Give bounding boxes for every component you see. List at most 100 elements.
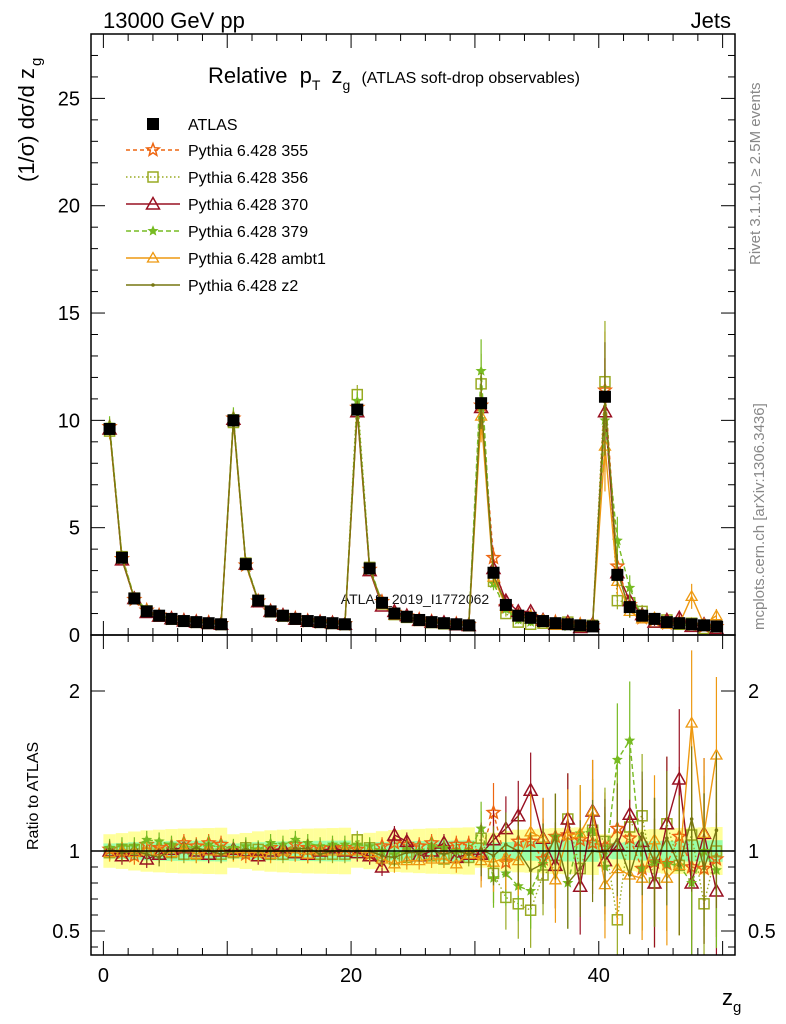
data-point-atlas [153,609,166,622]
ratio-point-pythia-6-428-z2 [442,852,446,856]
ratio-point-pythia-6-428-379 [611,753,623,765]
data-point-atlas [549,617,562,630]
ratio-point-pythia-6-428-z2 [652,860,657,864]
ratio-point-pythia-6-428-z2 [380,854,384,858]
legend-marker-pythia-6-428-ambt1 [146,251,160,263]
data-point-atlas [413,613,426,626]
legend-label-pythia-6-428-379: Pythia 6.428 379 [188,224,308,241]
data-point-atlas [425,616,438,629]
ratio-point-pythia-6-428-z2 [466,852,471,856]
series-line-pythia-6-428-379 [108,370,717,629]
data-point-atlas [115,551,128,564]
data-point-atlas [376,596,389,609]
plot-title-pt-sub: T [312,77,321,93]
data-point-atlas [512,609,525,622]
data-point-atlas [623,601,636,614]
data-point-atlas [128,592,141,605]
legend-entry-pythia-6-428-z2: Pythia 6.428 z2 [126,278,298,295]
data-point-atlas [103,422,116,435]
data-point-pythia-6-428-379 [624,581,636,593]
ratio-point-pythia-6-428-z2 [504,842,508,847]
data-point-atlas [710,620,723,633]
ratio-point-pythia-6-428-z2 [194,846,199,850]
y-tick-label-ratio-right: 1 [748,841,759,863]
rivet-version-label: Rivet 3.1.10, ≥ 2.5M events [747,83,764,266]
ratio-point-pythia-6-428-ambt1 [400,853,414,866]
data-point-atlas [388,607,401,620]
data-point-atlas [487,566,500,579]
mcplots-reference-label: mcplots.cern.ch [arXiv:1306.3436] [751,403,768,630]
y-axis-label-main: (1/σ) dσ/d zg [14,58,45,182]
data-point-pythia-6-428-ambt1 [685,589,699,602]
ratio-point-pythia-6-428-z2 [528,868,533,872]
data-point-atlas [338,618,351,631]
y-tick-label-main: 25 [58,88,80,110]
header-energy-label: 13000 GeV pp [103,8,245,33]
data-point-atlas [252,594,265,607]
data-point-atlas [215,618,228,631]
ratio-point-pythia-6-428-z2 [702,866,706,871]
ratio-point-pythia-6-428-ambt1 [685,716,699,728]
ratio-point-pythia-6-428-z2 [677,863,682,868]
data-point-atlas [437,617,450,630]
legend-marker-pythia-6-428-370 [145,195,161,210]
ratio-point-pythia-6-428-379 [624,734,636,746]
ratio-point-pythia-6-428-370 [138,850,155,865]
ratio-point-pythia-6-428-z2 [541,862,545,866]
ratio-point-pythia-6-428-ambt1 [424,852,439,864]
ratio-point-pythia-6-428-ambt1 [387,857,402,869]
y-tick-label-ratio-right: 2 [748,681,759,703]
legend: ATLAS Pythia 6.428 355 Pythia 6.428 356 Pyt… [126,117,326,295]
ratio-point-pythia-6-428-z2 [392,855,397,860]
ratio-point-pythia-6-428-370 [386,826,403,841]
plot-title-suffix: (ATLAS soft-drop observables) [361,70,579,87]
ratio-point-pythia-6-428-ambt1 [548,873,563,885]
data-point-atlas [698,619,711,632]
data-point-atlas [276,609,289,622]
legend-entry-pythia-6-428-379: Pythia 6.428 379 [126,224,308,241]
ratio-point-pythia-6-428-379 [141,833,153,845]
data-point-atlas [685,618,698,631]
y-tick-label-ratio: 2 [69,681,80,703]
ratio-point-pythia-6-428-ambt1 [449,857,463,869]
ratio-point-pythia-6-428-ambt1 [412,853,426,866]
ratio-point-pythia-6-428-ambt1 [189,847,203,859]
data-point-atlas [636,609,649,622]
data-point-atlas [314,616,327,629]
legend-marker-pythia-6-428-355 [144,141,162,157]
axes-layer: 0 20 40 0 5 10 15 20 25 0.5 0.5 1 1 2 2 [52,33,776,987]
legend-marker-pythia-6-428-379 [147,225,159,236]
header-jets-label: Jets [691,8,731,33]
x-tick-label: 0 [98,965,109,987]
analysis-watermark: ATLAS_2019_I1772062 [341,591,490,607]
ratio-point-pythia-6-428-z2 [689,817,694,821]
data-point-atlas [239,558,252,571]
ratio-point-pythia-6-428-z2 [615,838,620,842]
y-tick-label-ratio: 1 [69,841,80,863]
data-point-atlas [165,612,178,625]
data-point-pythia-6-428-356 [611,594,624,607]
plot-title: Relative pT zg (ATLAS soft-drop observab… [208,63,580,95]
ratio-point-pythia-6-428-z2 [219,852,223,856]
y-tick-label-ratio: 0.5 [52,921,80,943]
ratio-point-pythia-6-428-370 [671,770,688,785]
ratio-point-pythia-6-428-z2 [144,852,149,856]
data-point-atlas [499,598,512,611]
y-axis-label-ratio: Ratio to ATLAS [25,742,42,850]
data-point-atlas [598,390,611,403]
data-point-atlas [190,616,203,629]
data-point-atlas [177,615,190,628]
y-tick-label-main: 15 [58,303,80,325]
legend-label-atlas: ATLAS [188,117,238,134]
ratio-point-pythia-6-428-370 [374,858,390,873]
plot-title-zg: z [332,63,343,88]
data-point-atlas [462,619,475,632]
y-tick-label-main: 20 [58,196,80,218]
legend-marker-pythia-6-428-z2 [151,283,155,287]
data-point-atlas [363,562,376,575]
legend-label-pythia-6-428-z2: Pythia 6.428 z2 [188,278,298,295]
data-point-atlas [264,605,277,618]
data-point-atlas [450,618,463,631]
data-point-atlas [289,612,302,625]
